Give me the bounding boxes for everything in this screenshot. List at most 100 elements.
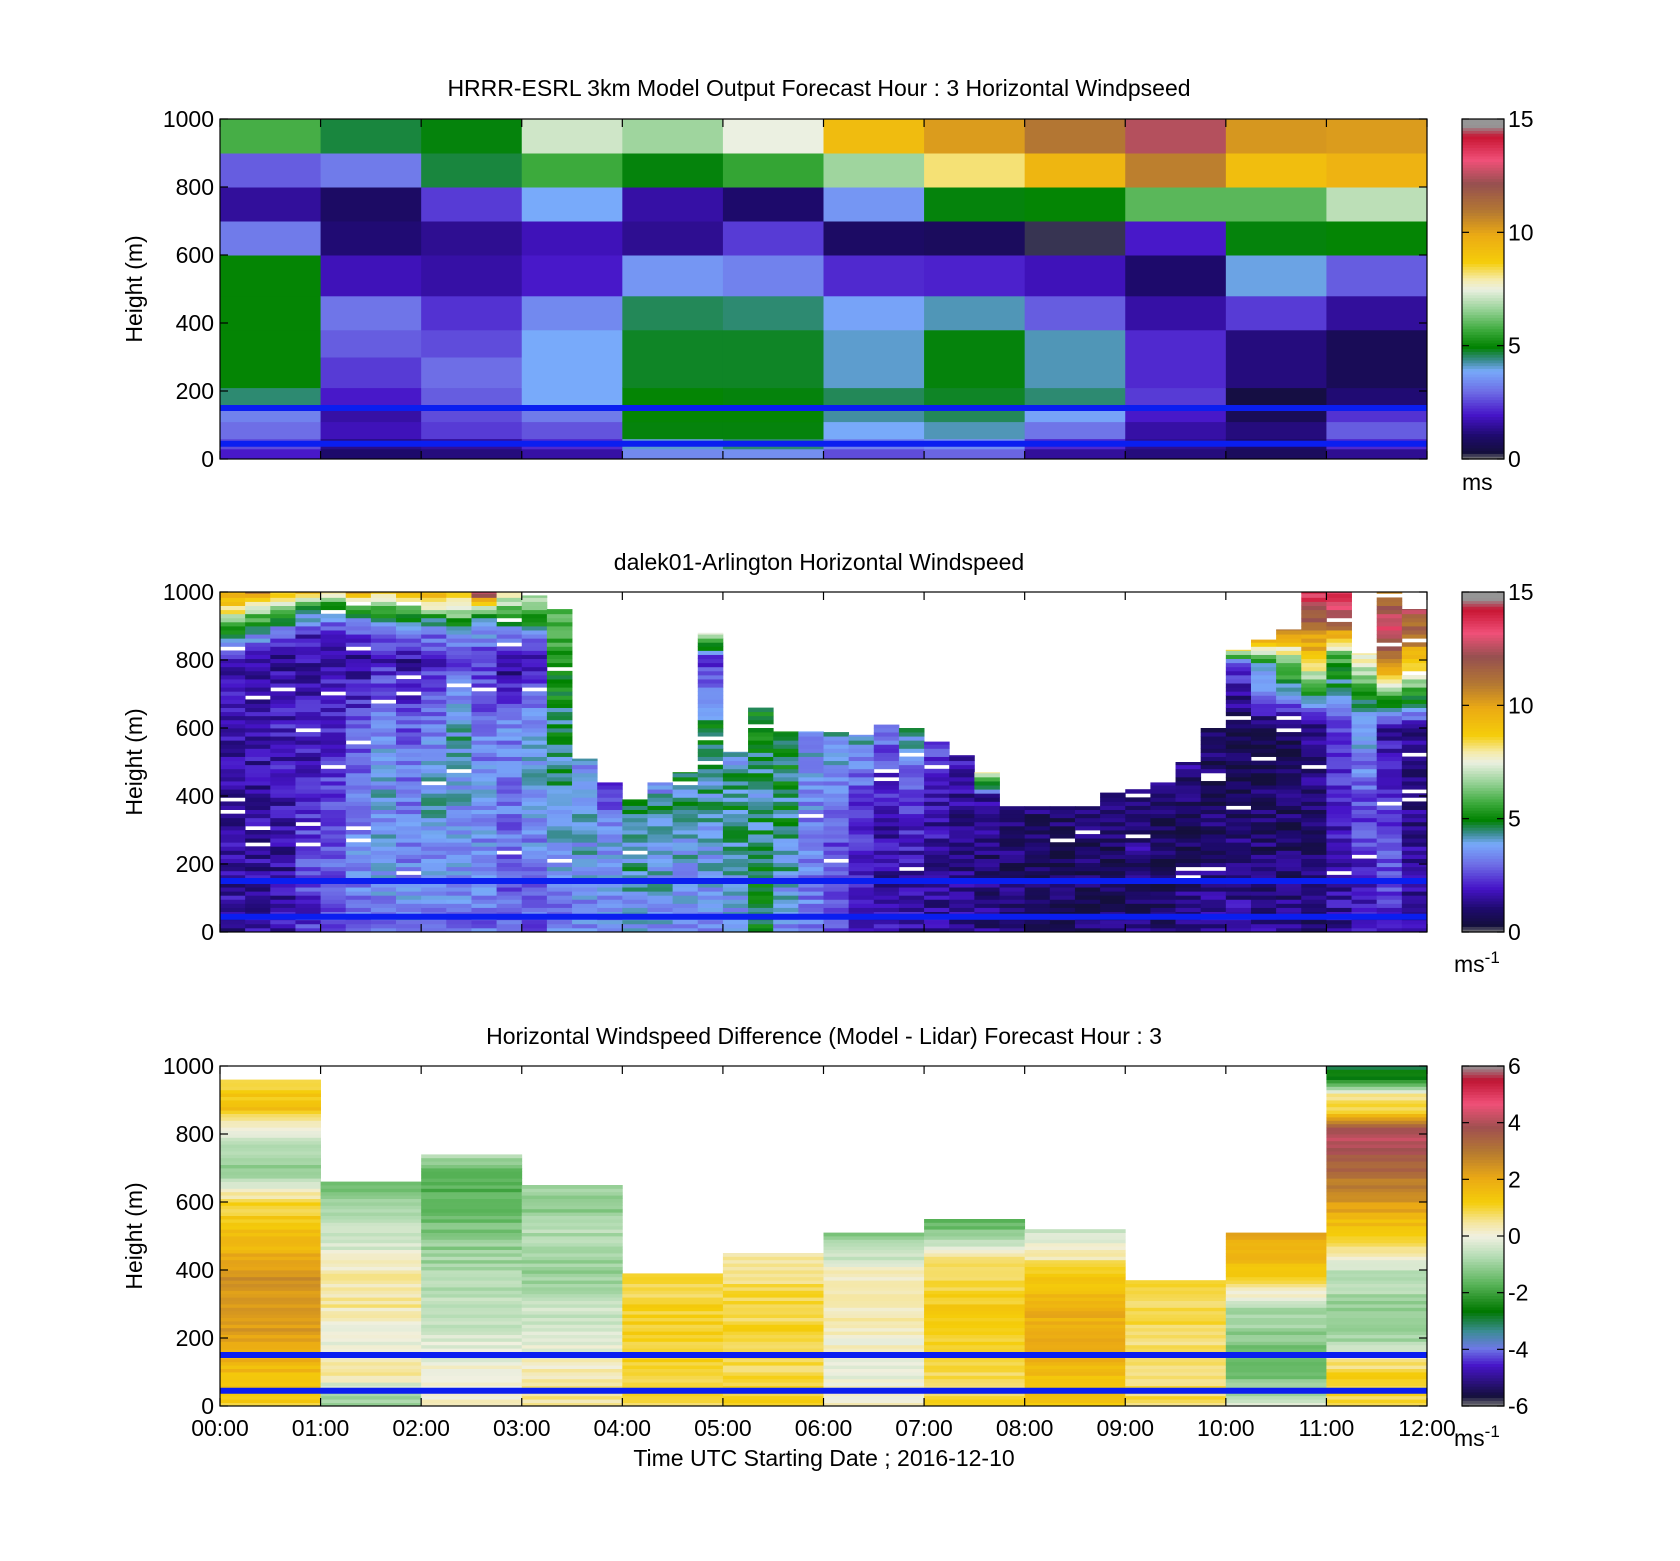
difference-cell (924, 1249, 1026, 1254)
lidar-cell (722, 801, 749, 806)
lidar-cell (496, 752, 523, 757)
lidar-cell (1276, 650, 1302, 655)
difference-cell (823, 1256, 925, 1261)
difference-cell (1326, 1178, 1428, 1182)
difference-cell (924, 1290, 1026, 1295)
lidar-cell (1376, 662, 1403, 668)
lidar-cell (572, 781, 598, 786)
lidar-cell (1301, 605, 1327, 611)
lidar-cell (1200, 740, 1227, 745)
lidar-cell (270, 715, 296, 721)
lidar-cell (370, 592, 397, 594)
lidar-cell (220, 789, 246, 794)
lidar-cell (345, 662, 372, 668)
lidar-cell (345, 866, 372, 872)
lidar-cell (1326, 887, 1352, 892)
lidar-cell (1175, 903, 1202, 908)
lidar-cell (320, 646, 347, 651)
colorbar-segment (1462, 192, 1504, 197)
difference-cell (1125, 1280, 1227, 1284)
lidar-cell (220, 899, 246, 904)
model-cell (421, 221, 523, 256)
colorbar-segment (1462, 1136, 1504, 1141)
lidar-cell (873, 805, 900, 810)
lidar-cell (1200, 748, 1227, 753)
lidar-cell (1351, 805, 1378, 810)
lidar-cell (1326, 785, 1352, 790)
lidar-cell (295, 891, 321, 896)
lidar-cell (748, 756, 774, 762)
colorbar-segment (1462, 1139, 1504, 1144)
lidar-cell (295, 593, 321, 598)
lidar-cell (245, 752, 271, 757)
lidar-cell (421, 605, 447, 611)
lidar-cell (1125, 797, 1151, 802)
lidar-cell (396, 670, 422, 676)
lidar-cell (521, 683, 548, 688)
lidar-cell (320, 756, 347, 762)
lidar-cell (320, 707, 347, 713)
colorbar-segment (1462, 243, 1504, 248)
lidar-cell (370, 683, 397, 688)
colorbar-segment (1462, 249, 1504, 253)
lidar-cell (295, 707, 321, 713)
lidar-cell (848, 903, 875, 908)
difference-cell (421, 1293, 523, 1298)
difference-cell (1326, 1399, 1428, 1403)
lidar-cell (924, 781, 950, 786)
lidar-cell (396, 895, 422, 900)
lidar-cell (597, 782, 623, 786)
colorbar-segment (1462, 736, 1504, 740)
lidar-cell (421, 592, 447, 594)
lidar-cell (320, 666, 347, 672)
lidar-cell (924, 862, 950, 868)
lidar-cell (848, 899, 875, 904)
lidar-cell (471, 621, 498, 627)
lidar-cell (295, 621, 321, 627)
difference-cell (1326, 1290, 1428, 1295)
lidar-cell (597, 870, 623, 876)
lidar-cell (1301, 748, 1327, 753)
lidar-cell (446, 609, 472, 615)
difference-cell (1225, 1327, 1327, 1332)
difference-cell (320, 1232, 422, 1237)
lidar-cell (220, 821, 246, 827)
lidar-cell (320, 850, 347, 855)
lidar-cell (1024, 923, 1051, 929)
colorbar-segment (1462, 1230, 1504, 1234)
difference-cell (823, 1307, 925, 1312)
lidar-cell (672, 797, 699, 802)
lidar-cell (295, 772, 321, 778)
difference-cell (1225, 1232, 1327, 1237)
lidar-cell (873, 801, 900, 806)
lidar-cell (1200, 785, 1227, 790)
lidar-cell (1326, 760, 1352, 766)
difference-cell (220, 1164, 321, 1169)
difference-cell (622, 1361, 724, 1366)
lidar-cell (697, 785, 724, 790)
lidar-cell (949, 781, 975, 786)
lidar-cell (546, 609, 573, 615)
lidar-cell (1150, 895, 1176, 900)
lidar-cell (1376, 695, 1403, 700)
lidar-cell (999, 862, 1026, 868)
lidar-cell (446, 923, 472, 929)
lidar-cell (521, 679, 548, 684)
model-cell (521, 153, 623, 188)
lidar-cell (1024, 874, 1051, 880)
lidar-cell (471, 797, 498, 802)
lidar-cell (220, 687, 246, 692)
lidar-cell (521, 903, 548, 908)
colorbar-segment (1462, 1236, 1504, 1240)
difference-cell (823, 1236, 925, 1240)
lidar-cell (1401, 781, 1428, 786)
difference-cell (1326, 1089, 1428, 1094)
lidar-cell (521, 907, 548, 912)
lidar-cell (1250, 842, 1277, 847)
lidar-cell (748, 874, 774, 880)
lidar-cell (220, 605, 246, 611)
lidar-cell (1200, 736, 1227, 741)
lidar-cell (421, 699, 447, 704)
lidar-cell (370, 605, 397, 611)
lidar-cell (471, 638, 498, 643)
